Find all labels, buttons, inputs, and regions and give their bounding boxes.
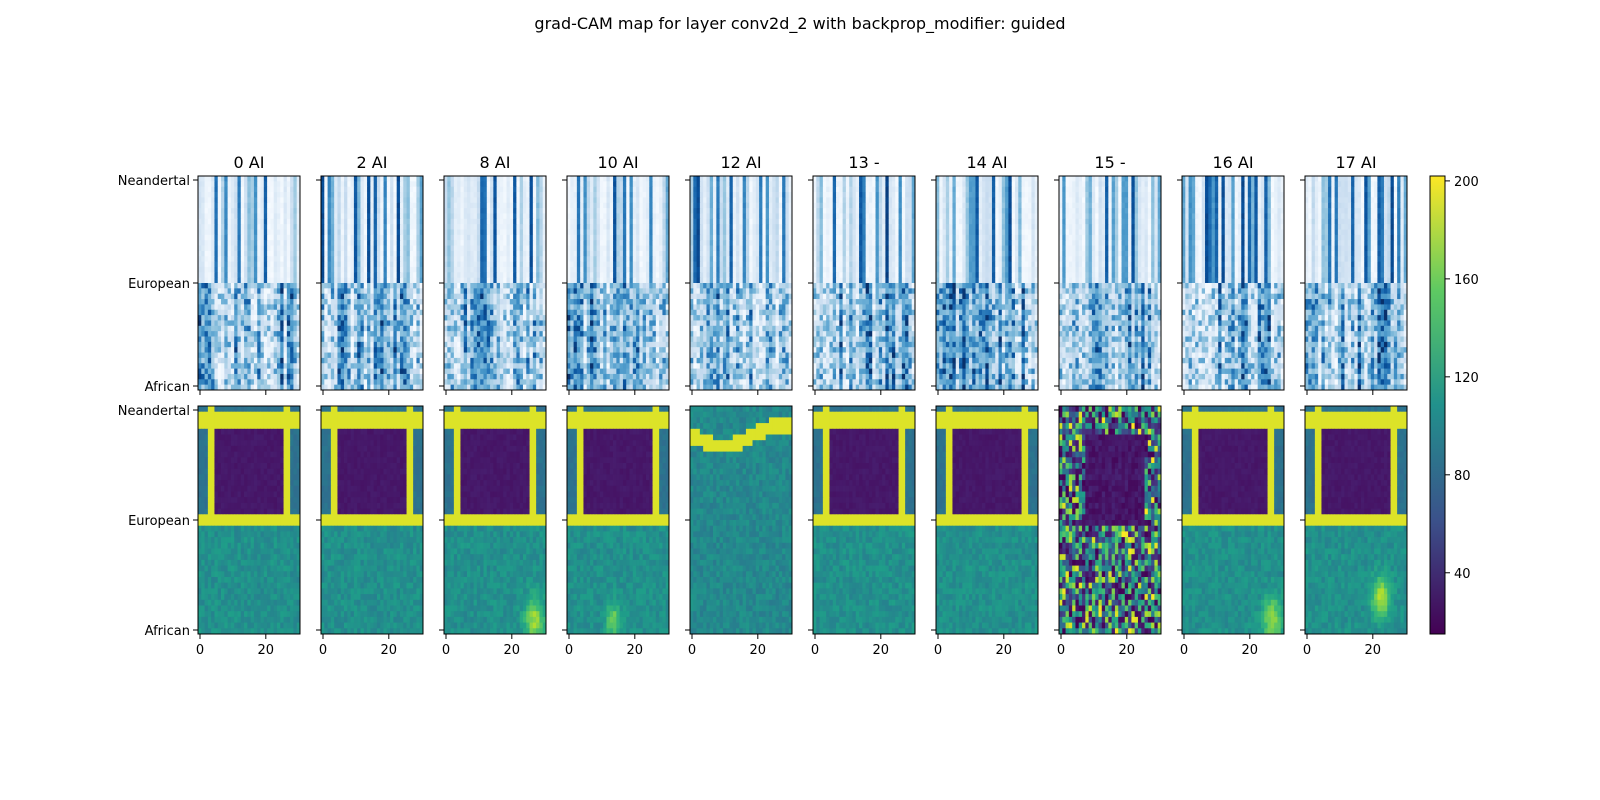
colorbar-tick-label: 160 — [1454, 273, 1479, 288]
panel-title: 14 AI — [966, 153, 1007, 172]
panel-title: 13 - — [848, 153, 879, 172]
panel-title: 12 AI — [720, 153, 761, 172]
x-tick-label: 20 — [1119, 643, 1136, 658]
heatmap-blues — [321, 176, 424, 391]
colorbar-ramp — [1429, 175, 1446, 635]
heatmap-blues — [813, 176, 916, 391]
colorbar-tick-label: 80 — [1454, 469, 1471, 484]
x-tick-label: 20 — [996, 643, 1013, 658]
heatmap-viridis — [813, 406, 916, 635]
colorbar: 40 80 120 160 200 — [1429, 175, 1479, 635]
y-tick-label: Neandertal — [118, 404, 190, 419]
heatmap-blues — [690, 176, 793, 391]
panel-title: 17 AI — [1335, 153, 1376, 172]
y-tick-label: European — [128, 277, 190, 292]
panel-grid: 0 AI Neandertal European African Neandertal E… — [118, 153, 1408, 658]
x-tick-label: 0 — [934, 643, 942, 658]
x-tick-label: 20 — [1242, 643, 1259, 658]
heatmap-blues — [1059, 176, 1162, 391]
heatmap-blues — [936, 176, 1039, 391]
y-tick-label: African — [145, 624, 190, 639]
heatmap-viridis — [690, 406, 793, 635]
heatmap-viridis — [198, 406, 301, 635]
x-tick-label: 20 — [381, 643, 398, 658]
y-tick-label: Neandertal — [118, 174, 190, 189]
x-tick-label: 0 — [1303, 643, 1311, 658]
x-tick-label: 0 — [1057, 643, 1065, 658]
x-tick-label: 20 — [627, 643, 644, 658]
y-tick-label: African — [145, 380, 190, 395]
colorbar-tick-label: 40 — [1454, 567, 1471, 582]
panel-title: 0 AI — [234, 153, 265, 172]
heatmap-viridis — [1059, 406, 1162, 635]
heatmap-viridis — [1182, 406, 1285, 635]
heatmap-blues — [1305, 176, 1408, 391]
panel-title: 10 AI — [597, 153, 638, 172]
heatmap-viridis — [444, 406, 547, 635]
heatmap-blues — [198, 176, 301, 391]
heatmap-viridis — [567, 406, 670, 635]
heatmap-blues — [567, 176, 670, 391]
x-tick-label: 20 — [873, 643, 890, 658]
x-tick-label: 0 — [196, 643, 204, 658]
x-tick-label: 20 — [258, 643, 275, 658]
x-tick-label: 0 — [688, 643, 696, 658]
x-tick-label: 0 — [1180, 643, 1188, 658]
panel-title: 15 - — [1094, 153, 1125, 172]
heatmap-viridis — [936, 406, 1039, 635]
x-tick-label: 0 — [442, 643, 450, 658]
x-tick-label: 20 — [1365, 643, 1382, 658]
x-tick-label: 0 — [811, 643, 819, 658]
colorbar-tick-label: 120 — [1454, 371, 1479, 386]
heatmap-blues — [444, 176, 547, 391]
figure-title: grad-CAM map for layer conv2d_2 with bac… — [534, 14, 1065, 34]
x-tick-label: 20 — [750, 643, 767, 658]
panel-title: 8 AI — [480, 153, 511, 172]
colorbar-tick-label: 200 — [1454, 175, 1479, 190]
heatmap-viridis — [1305, 406, 1408, 635]
x-tick-label: 0 — [319, 643, 327, 658]
x-tick-label: 0 — [565, 643, 573, 658]
panel-title: 16 AI — [1212, 153, 1253, 172]
y-tick-label: European — [128, 514, 190, 529]
panel-title: 2 AI — [357, 153, 388, 172]
heatmap-blues — [1182, 176, 1285, 391]
x-tick-label: 20 — [504, 643, 521, 658]
heatmap-viridis — [321, 406, 424, 635]
